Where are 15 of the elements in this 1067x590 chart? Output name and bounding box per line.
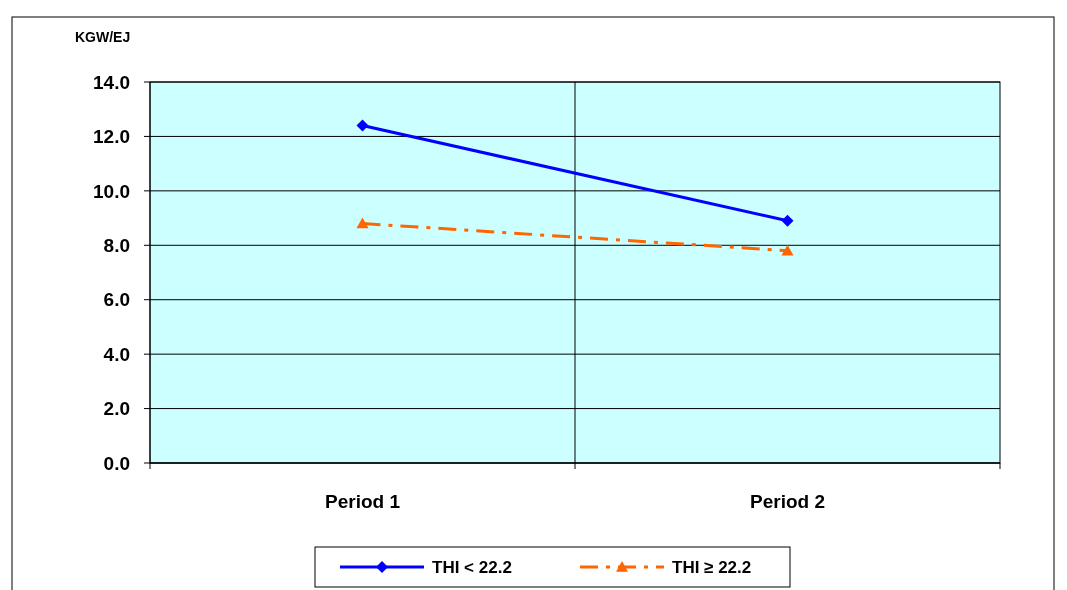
y-tick-label: 8.0 — [103, 234, 130, 256]
x-tick-label: Period 1 — [325, 491, 401, 512]
y-tick-label: 10.0 — [93, 180, 130, 202]
y-tick-label: 4.0 — [103, 343, 130, 365]
legend-label: THI ≥ 22.2 — [672, 557, 752, 577]
y-tick-label: 14.0 — [93, 71, 130, 93]
y-tick-label: 0.0 — [103, 452, 130, 474]
point — [781, 214, 794, 227]
y-tick-label: 12.0 — [93, 126, 130, 148]
y-tick-label: 2.0 — [103, 398, 130, 420]
x-tick-label: Period 2 — [750, 491, 825, 512]
point — [356, 119, 369, 132]
y-tick-label: 6.0 — [103, 289, 130, 311]
y-axis-title: KGW/EJ — [75, 29, 131, 45]
legend-label: THI < 22.2 — [432, 557, 512, 577]
